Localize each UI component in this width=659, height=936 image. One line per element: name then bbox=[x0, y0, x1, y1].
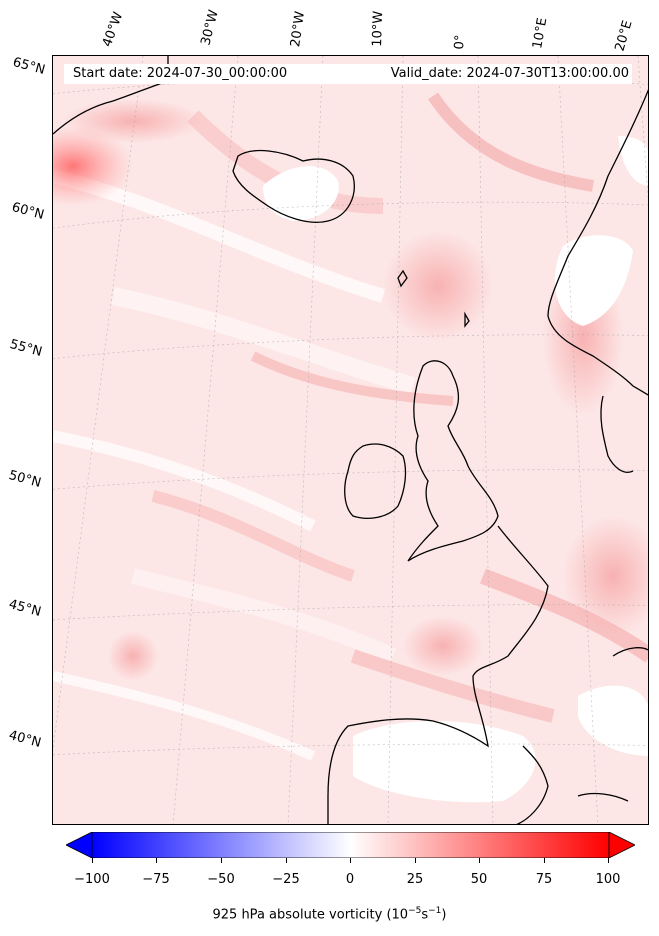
colorbar-tick-label: 100 bbox=[595, 872, 621, 887]
lon-label-0: 0° bbox=[452, 34, 469, 50]
colorbar-tickmark bbox=[92, 858, 93, 863]
lon-label-10e: 10°E bbox=[530, 16, 551, 51]
colorbar-tick-label: 50 bbox=[470, 872, 488, 887]
colorbar-label-exponent: −1 bbox=[428, 906, 442, 916]
colorbar-label-text: 925 hPa absolute vorticity (10 bbox=[212, 907, 409, 923]
colorbar-label-close: ) bbox=[441, 907, 447, 923]
masked-areas bbox=[263, 136, 648, 803]
colorbar-label-unit: s bbox=[421, 907, 429, 923]
ireland-outline bbox=[344, 443, 407, 519]
vorticity-field bbox=[53, 56, 648, 824]
lon-label-40w: 40°W bbox=[99, 10, 127, 49]
field-background bbox=[53, 56, 648, 824]
lat-label-55n: 55°N bbox=[8, 337, 44, 360]
colorbar-tick-label: 25 bbox=[406, 872, 424, 887]
valid-date-label: Valid_date: 2024-07-30T13:00:00.00 bbox=[390, 66, 629, 81]
colorbar-gradient bbox=[91, 832, 610, 858]
colorbar-tickmark bbox=[415, 858, 416, 863]
map-panel bbox=[52, 55, 649, 825]
iceland-outline bbox=[232, 149, 355, 223]
colorbar-tickmark bbox=[544, 858, 545, 863]
lat-label-45n: 45°N bbox=[7, 597, 43, 620]
colorbar-tickmark bbox=[156, 858, 157, 863]
lon-label-30w: 30°W bbox=[198, 8, 222, 47]
colorbar-tickmark bbox=[286, 858, 287, 863]
colorbar-tick-label: 0 bbox=[345, 872, 355, 887]
colorbar-tickmark bbox=[221, 858, 222, 863]
colorbar-label: 925 hPa absolute vorticity (10−5s−1) bbox=[0, 906, 659, 922]
lat-label-65n: 65°N bbox=[11, 55, 47, 78]
colorbar-tick-label: −50 bbox=[207, 872, 235, 887]
colorbar-max-extend bbox=[608, 832, 635, 858]
colorbar-tick-label: 75 bbox=[535, 872, 553, 887]
start-date-label: Start date: 2024-07-30_00:00:00 bbox=[73, 66, 288, 81]
colorbar-label-exponent: −5 bbox=[408, 906, 422, 916]
lon-label-20e: 20°E bbox=[612, 18, 636, 54]
colorbar-tickmark bbox=[608, 858, 609, 863]
colorbar-tick-label: −100 bbox=[74, 872, 110, 887]
colorbar-tick-label: −75 bbox=[142, 872, 170, 887]
lat-label-60n: 60°N bbox=[10, 200, 46, 223]
colorbar-tickmark bbox=[479, 858, 480, 863]
colorbar-tickmark bbox=[350, 858, 351, 863]
coastlines bbox=[53, 56, 648, 824]
great-britain-outline bbox=[407, 360, 499, 562]
lon-label-10w: 10°W bbox=[370, 10, 387, 47]
lon-label-20w: 20°W bbox=[288, 10, 308, 48]
header-box bbox=[64, 64, 632, 84]
lat-label-40n: 40°N bbox=[7, 728, 43, 751]
colorbar-tick-label: −25 bbox=[272, 872, 300, 887]
lat-label-50n: 50°N bbox=[7, 468, 43, 491]
colorbar bbox=[66, 832, 635, 858]
colorbar-min-extend bbox=[66, 832, 93, 858]
graticule bbox=[53, 56, 648, 824]
